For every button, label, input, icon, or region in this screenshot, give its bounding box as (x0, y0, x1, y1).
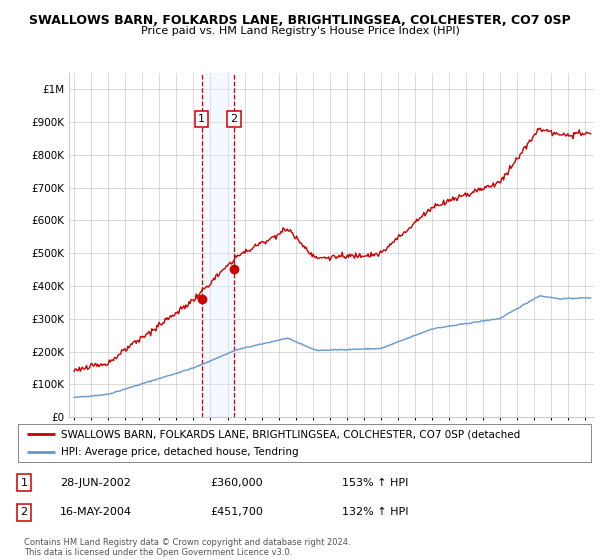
Text: 153% ↑ HPI: 153% ↑ HPI (342, 478, 409, 488)
Text: £451,700: £451,700 (210, 507, 263, 517)
Text: SWALLOWS BARN, FOLKARDS LANE, BRIGHTLINGSEA, COLCHESTER, CO7 0SP (detached: SWALLOWS BARN, FOLKARDS LANE, BRIGHTLING… (61, 429, 520, 439)
Text: Contains HM Land Registry data © Crown copyright and database right 2024.: Contains HM Land Registry data © Crown c… (24, 538, 350, 547)
Text: This data is licensed under the Open Government Licence v3.0.: This data is licensed under the Open Gov… (24, 548, 292, 557)
Text: 1: 1 (20, 478, 28, 488)
Text: 132% ↑ HPI: 132% ↑ HPI (342, 507, 409, 517)
Text: 28-JUN-2002: 28-JUN-2002 (60, 478, 131, 488)
Text: 1: 1 (198, 114, 205, 124)
Bar (202, 73, 234, 417)
Text: 16-MAY-2004: 16-MAY-2004 (60, 507, 132, 517)
Text: 2: 2 (230, 114, 238, 124)
Text: £360,000: £360,000 (210, 478, 263, 488)
Text: Price paid vs. HM Land Registry's House Price Index (HPI): Price paid vs. HM Land Registry's House … (140, 26, 460, 36)
Text: HPI: Average price, detached house, Tendring: HPI: Average price, detached house, Tend… (61, 447, 299, 457)
Text: SWALLOWS BARN, FOLKARDS LANE, BRIGHTLINGSEA, COLCHESTER, CO7 0SP: SWALLOWS BARN, FOLKARDS LANE, BRIGHTLING… (29, 14, 571, 27)
Text: 2: 2 (20, 507, 28, 517)
